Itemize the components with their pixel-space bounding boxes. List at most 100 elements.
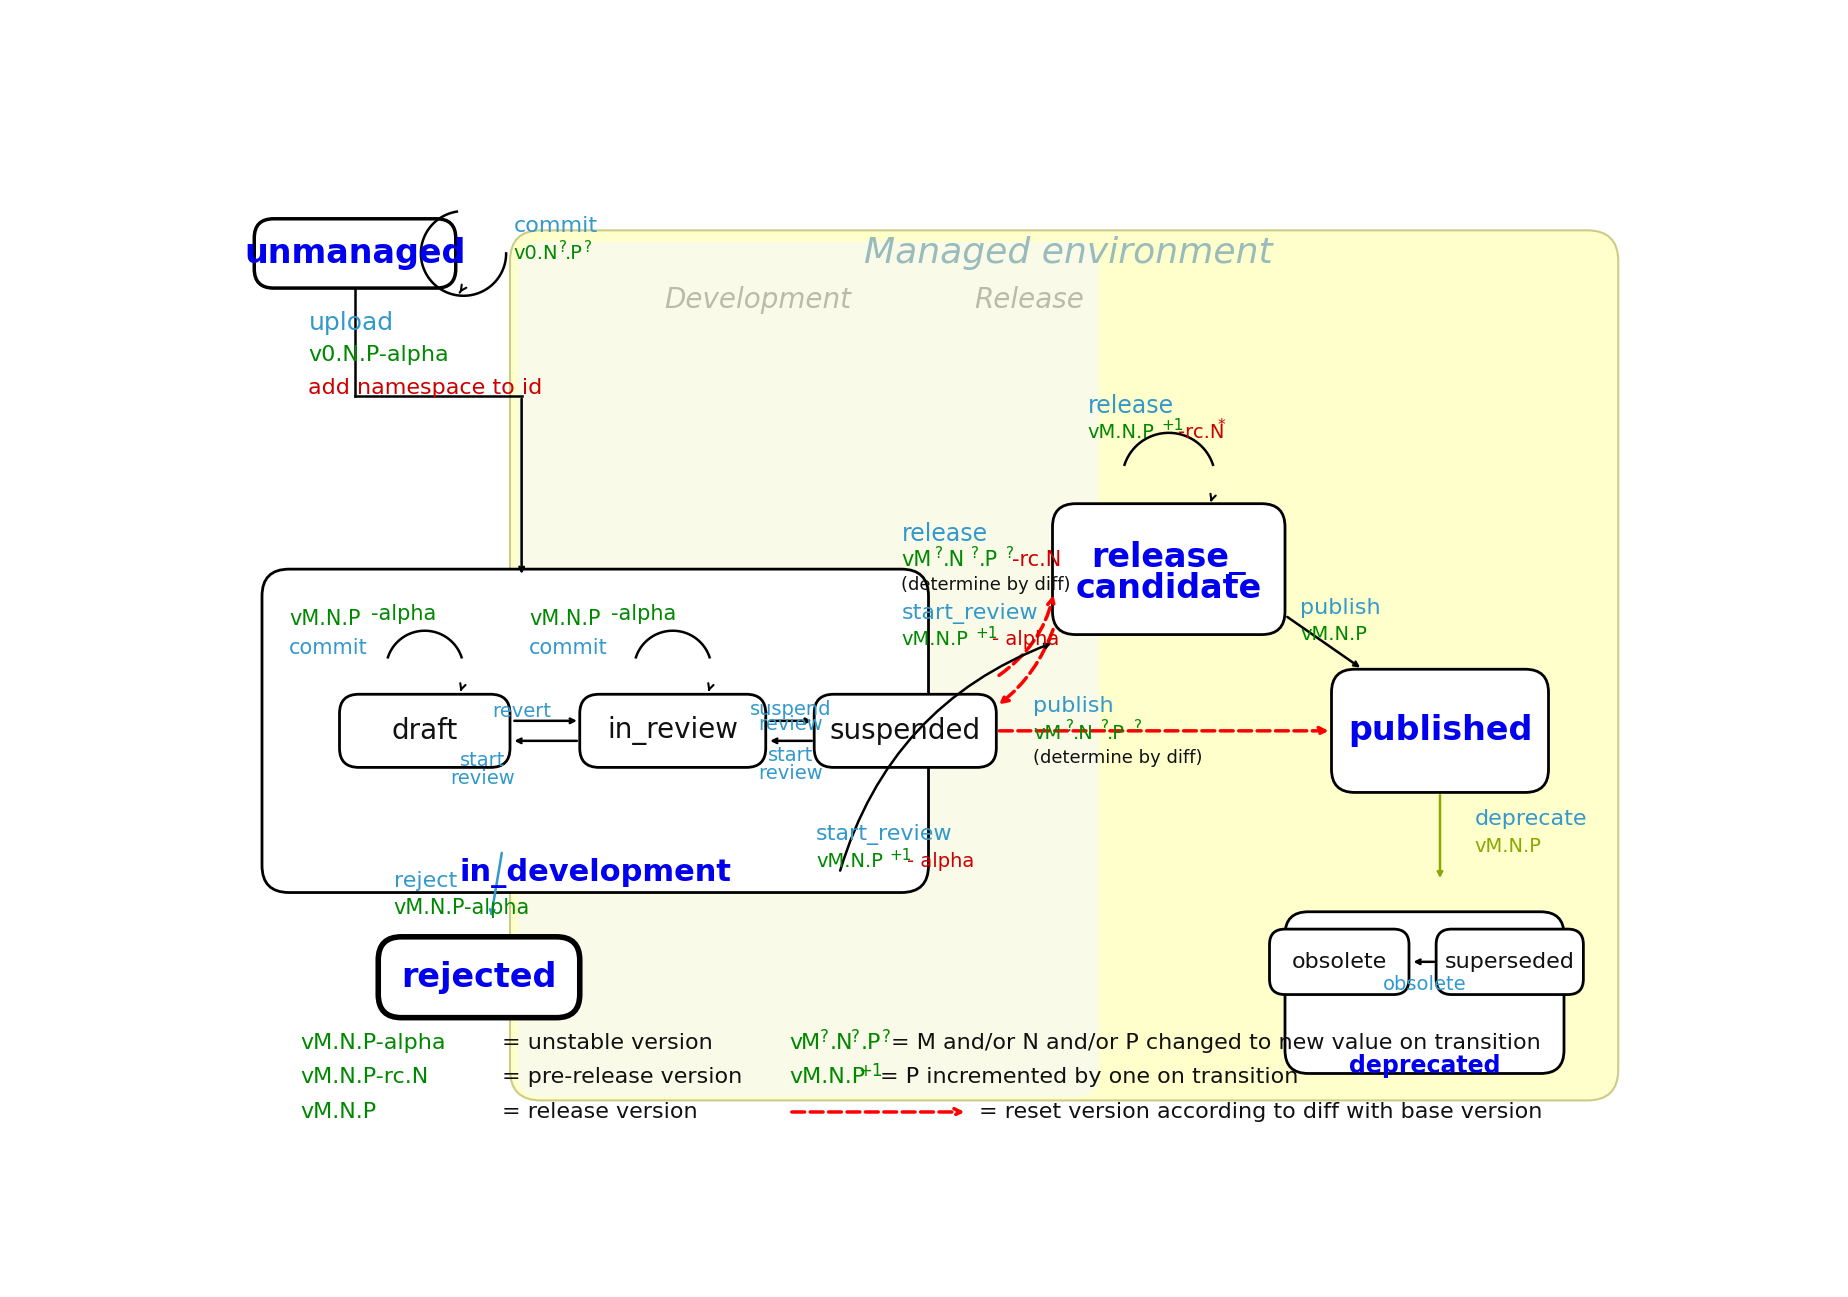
FancyBboxPatch shape xyxy=(1436,929,1584,995)
Text: publish: publish xyxy=(1033,696,1114,716)
Text: .P: .P xyxy=(861,1032,881,1053)
Text: vM.N.P: vM.N.P xyxy=(1301,625,1368,645)
Text: commit: commit xyxy=(514,217,599,236)
Text: +1: +1 xyxy=(859,1062,883,1080)
Text: .P: .P xyxy=(1107,724,1125,743)
Text: Development: Development xyxy=(665,285,852,314)
FancyBboxPatch shape xyxy=(815,694,996,768)
Text: - alpha: - alpha xyxy=(907,852,974,872)
Text: +1: +1 xyxy=(889,848,913,863)
Text: -rc.N: -rc.N xyxy=(1013,550,1061,569)
Text: ?: ? xyxy=(881,1027,891,1045)
Text: v: v xyxy=(789,1032,802,1053)
Text: M: M xyxy=(800,1032,821,1053)
Text: (determine by diff): (determine by diff) xyxy=(1033,748,1203,767)
Text: publish: publish xyxy=(1301,598,1380,617)
Text: review: review xyxy=(451,769,516,789)
Text: review: review xyxy=(758,764,822,782)
FancyBboxPatch shape xyxy=(517,241,1100,1096)
FancyBboxPatch shape xyxy=(1284,912,1563,1074)
FancyBboxPatch shape xyxy=(510,231,1619,1100)
FancyBboxPatch shape xyxy=(340,694,510,768)
Text: start_review: start_review xyxy=(817,825,954,846)
Text: vM.N.P-rc.N: vM.N.P-rc.N xyxy=(301,1067,429,1087)
Text: .N: .N xyxy=(830,1032,852,1053)
Text: rejected: rejected xyxy=(401,961,556,994)
Text: vM.N.P-alpha: vM.N.P-alpha xyxy=(394,898,530,918)
Text: in_development: in_development xyxy=(460,859,732,888)
Text: vM.N.P: vM.N.P xyxy=(902,630,968,650)
Text: vM.N.P: vM.N.P xyxy=(301,1102,377,1122)
FancyBboxPatch shape xyxy=(1270,929,1408,995)
Text: candidate: candidate xyxy=(1076,572,1262,604)
Text: Release: Release xyxy=(974,285,1085,314)
Text: release_: release_ xyxy=(1092,541,1246,575)
Text: vM.N.P: vM.N.P xyxy=(288,610,360,629)
Text: ?: ? xyxy=(1135,720,1142,734)
Text: ?: ? xyxy=(972,546,979,562)
Text: revert: revert xyxy=(492,702,551,721)
Text: unmanaged: unmanaged xyxy=(244,237,466,270)
Text: vM.N.P: vM.N.P xyxy=(1475,837,1541,856)
Text: vM.N.P: vM.N.P xyxy=(1087,423,1155,441)
Text: Managed environment: Managed environment xyxy=(863,236,1271,271)
Text: = unstable version: = unstable version xyxy=(503,1032,713,1053)
Text: -rc.N: -rc.N xyxy=(1177,423,1225,441)
Text: draft: draft xyxy=(392,717,458,744)
Text: v0.N.P-alpha: v0.N.P-alpha xyxy=(309,345,449,364)
Text: superseded: superseded xyxy=(1445,952,1574,971)
Text: suspended: suspended xyxy=(830,717,981,744)
Text: +1: +1 xyxy=(976,626,998,641)
Text: (determine by diff): (determine by diff) xyxy=(902,576,1070,594)
Text: ?: ? xyxy=(935,546,942,562)
Text: vM.N.P: vM.N.P xyxy=(789,1067,865,1087)
Text: = M and/or N and/or P changed to new value on transition: = M and/or N and/or P changed to new val… xyxy=(891,1032,1541,1053)
Text: ?: ? xyxy=(584,240,591,254)
Text: published: published xyxy=(1347,715,1532,747)
Text: in_review: in_review xyxy=(608,716,737,746)
Text: obsolete: obsolete xyxy=(1292,952,1386,971)
FancyBboxPatch shape xyxy=(262,569,928,892)
Text: review: review xyxy=(758,715,822,734)
Text: release: release xyxy=(1087,394,1173,418)
FancyBboxPatch shape xyxy=(255,219,456,288)
Text: upload: upload xyxy=(309,311,394,335)
Text: vM.N.P-alpha: vM.N.P-alpha xyxy=(301,1032,445,1053)
Text: start: start xyxy=(769,746,813,765)
Text: vM.N.P: vM.N.P xyxy=(529,610,601,629)
Text: start: start xyxy=(460,751,506,769)
Text: = reset version according to diff with base version: = reset version according to diff with b… xyxy=(979,1102,1543,1122)
Text: add namespace to id: add namespace to id xyxy=(309,379,543,398)
Text: ?: ? xyxy=(1101,720,1109,734)
Text: = P incremented by one on transition: = P incremented by one on transition xyxy=(880,1067,1299,1087)
Text: deprecated: deprecated xyxy=(1349,1053,1501,1078)
Text: commit: commit xyxy=(288,638,368,658)
Text: .N: .N xyxy=(942,550,965,569)
Text: ?: ? xyxy=(558,240,567,254)
Text: deprecate: deprecate xyxy=(1475,809,1587,829)
FancyBboxPatch shape xyxy=(379,936,580,1018)
Text: ?: ? xyxy=(1005,546,1015,562)
Text: .P: .P xyxy=(565,244,582,263)
Text: *: * xyxy=(1218,419,1225,433)
FancyBboxPatch shape xyxy=(1053,503,1284,634)
Text: reject: reject xyxy=(394,872,456,891)
Text: = pre-release version: = pre-release version xyxy=(503,1067,743,1087)
Text: v0.N: v0.N xyxy=(514,244,558,263)
Text: +1: +1 xyxy=(1161,419,1183,433)
Text: start_review: start_review xyxy=(902,603,1039,624)
Text: suspend: suspend xyxy=(750,700,832,719)
Text: .P: .P xyxy=(979,550,998,569)
Text: vM: vM xyxy=(902,550,931,569)
FancyBboxPatch shape xyxy=(580,694,765,768)
Text: commit: commit xyxy=(529,638,608,658)
Text: -alpha: -alpha xyxy=(610,604,676,624)
Text: obsolete: obsolete xyxy=(1382,975,1465,995)
FancyBboxPatch shape xyxy=(1332,669,1549,792)
Text: -alpha: -alpha xyxy=(370,604,436,624)
Text: ?: ? xyxy=(850,1027,859,1045)
Text: vM: vM xyxy=(1033,724,1061,743)
Text: - alpha: - alpha xyxy=(992,630,1059,650)
Text: ?: ? xyxy=(821,1027,830,1045)
Text: .N: .N xyxy=(1072,724,1094,743)
